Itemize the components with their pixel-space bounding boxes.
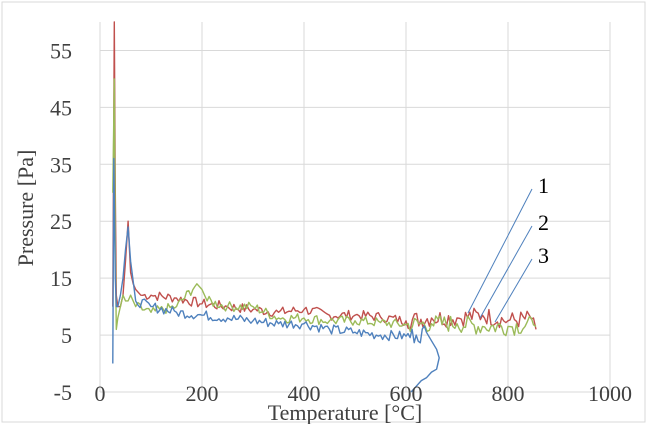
x-axis-label: Temperature [°C] [268,400,422,424]
y-tick-label: -5 [54,380,72,405]
series-line-1 [112,21,537,330]
series-line-3 [112,157,440,393]
annotation-leader [467,188,533,314]
tick-labels: 0 200 400 600 800 1000 -5 5 15 25 35 45 55 [50,38,632,406]
x-tick-label: 1000 [588,381,632,406]
y-tick-label: 35 [50,152,72,177]
series-group [112,21,537,393]
annotation-label: 3 [538,243,549,268]
y-tick-label: 5 [61,323,72,348]
annotation-leader [494,258,533,323]
x-tick-label: 400 [288,381,321,406]
y-tick-label: 55 [50,38,72,63]
y-tick-label: 15 [50,266,72,291]
x-tick-label: 0 [95,381,106,406]
y-axis-label: Pressure [Pa] [13,150,38,267]
annotation-leader [479,225,533,319]
y-tick-label: 45 [50,95,72,120]
annotation-label: 2 [538,210,549,235]
x-tick-label: 200 [186,381,219,406]
series-line-2 [112,78,537,337]
x-tick-label: 800 [492,381,525,406]
annotation-label: 1 [538,173,549,198]
y-tick-label: 25 [50,209,72,234]
x-tick-label: 600 [390,381,423,406]
annotations: 1 2 3 [467,173,549,323]
